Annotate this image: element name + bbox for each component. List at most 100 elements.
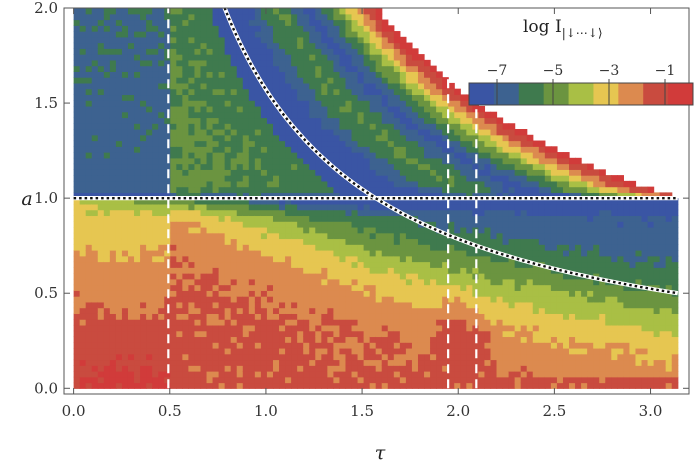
heatmap-cell bbox=[460, 186, 467, 193]
heatmap-cell bbox=[327, 19, 334, 26]
heatmap-cell bbox=[121, 250, 129, 257]
heatmap-cell bbox=[182, 140, 189, 147]
heatmap-cell bbox=[266, 221, 274, 228]
heatmap-cell bbox=[194, 250, 202, 257]
heatmap-cell bbox=[170, 198, 177, 205]
heatmap-cell bbox=[466, 267, 473, 274]
heatmap-cell bbox=[134, 336, 141, 343]
heatmap-cell bbox=[236, 175, 244, 182]
heatmap-cell bbox=[97, 250, 105, 257]
heatmap-cell bbox=[236, 25, 244, 32]
heatmap-cell bbox=[490, 140, 498, 147]
heatmap-cell bbox=[405, 296, 413, 303]
heatmap-cell bbox=[333, 175, 341, 182]
heatmap-cell bbox=[303, 221, 310, 228]
heatmap-cell bbox=[520, 273, 528, 280]
heatmap-cell bbox=[315, 198, 322, 205]
heatmap-cell bbox=[297, 290, 304, 297]
heatmap-cell bbox=[188, 19, 196, 26]
heatmap-cell bbox=[206, 71, 214, 78]
heatmap-cell bbox=[140, 290, 147, 297]
heatmap-cell bbox=[127, 186, 135, 193]
heatmap-cell bbox=[502, 347, 510, 355]
heatmap-cell bbox=[562, 169, 570, 176]
heatmap-cell bbox=[188, 186, 196, 193]
heatmap-cell bbox=[442, 301, 449, 309]
heatmap-cell bbox=[146, 238, 153, 245]
heatmap-cell bbox=[321, 134, 328, 142]
heatmap-cell bbox=[399, 267, 407, 274]
heatmap-cell bbox=[550, 353, 558, 361]
heatmap-cell bbox=[508, 359, 516, 366]
heatmap-cell bbox=[97, 192, 105, 199]
heatmap-cell bbox=[158, 221, 165, 228]
heatmap-cell bbox=[478, 111, 486, 119]
heatmap-cell bbox=[146, 267, 153, 274]
heatmap-cell bbox=[369, 129, 377, 136]
heatmap-cell bbox=[218, 198, 226, 205]
heatmap-cell bbox=[575, 336, 582, 343]
heatmap-cell bbox=[242, 342, 250, 349]
heatmap-cell bbox=[387, 111, 395, 119]
heatmap-cell bbox=[454, 100, 461, 107]
heatmap-cell bbox=[212, 376, 220, 384]
heatmap-cell bbox=[134, 180, 141, 188]
heatmap-cell bbox=[176, 88, 183, 96]
heatmap-cell bbox=[484, 232, 492, 240]
heatmap-cell bbox=[127, 146, 135, 153]
heatmap-cell bbox=[405, 324, 413, 332]
heatmap-cell bbox=[115, 94, 123, 101]
heatmap-cell bbox=[254, 319, 262, 326]
heatmap-cell bbox=[103, 232, 111, 240]
heatmap-cell bbox=[91, 48, 99, 55]
heatmap-cell bbox=[140, 152, 147, 159]
heatmap-cell bbox=[266, 152, 274, 159]
heatmap-cell bbox=[242, 186, 250, 193]
heatmap-cell bbox=[375, 105, 383, 113]
heatmap-cell bbox=[85, 105, 93, 113]
heatmap-cell bbox=[260, 163, 268, 170]
heatmap-cell bbox=[315, 250, 322, 257]
heatmap-cell bbox=[520, 226, 528, 234]
heatmap-cell bbox=[363, 244, 371, 251]
heatmap-cell bbox=[127, 342, 135, 349]
heatmap-cell bbox=[152, 186, 159, 193]
heatmap-cell bbox=[188, 226, 196, 234]
heatmap-cell bbox=[200, 371, 208, 378]
heatmap-cell bbox=[188, 59, 196, 67]
heatmap-cell bbox=[538, 157, 546, 165]
heatmap-cell bbox=[556, 180, 564, 188]
heatmap-cell bbox=[466, 215, 473, 222]
heatmap-cell bbox=[254, 42, 262, 49]
heatmap-cell bbox=[127, 198, 135, 205]
heatmap-cell bbox=[206, 54, 214, 61]
heatmap-cell bbox=[109, 175, 117, 182]
heatmap-cell bbox=[424, 71, 431, 78]
heatmap-cell bbox=[206, 129, 214, 136]
heatmap-cell bbox=[200, 163, 208, 170]
heatmap-cell bbox=[369, 71, 377, 78]
heatmap-cell bbox=[532, 238, 540, 245]
heatmap-cell bbox=[303, 186, 310, 193]
heatmap-cell bbox=[134, 152, 141, 159]
heatmap-cell bbox=[417, 169, 425, 176]
heatmap-cell bbox=[85, 13, 93, 21]
heatmap-cell bbox=[73, 319, 81, 326]
heatmap-cell bbox=[97, 221, 105, 228]
heatmap-cell bbox=[242, 273, 250, 280]
heatmap-cell bbox=[248, 117, 256, 124]
heatmap-cell bbox=[194, 347, 202, 355]
heatmap-cell bbox=[490, 278, 498, 286]
heatmap-cell bbox=[254, 232, 262, 240]
heatmap-cell bbox=[417, 353, 425, 361]
heatmap-cell bbox=[140, 31, 147, 38]
heatmap-cell bbox=[158, 100, 165, 107]
heatmap-cell bbox=[127, 238, 135, 245]
heatmap-cell bbox=[424, 376, 431, 384]
heatmap-cell bbox=[279, 330, 286, 338]
heatmap-cell bbox=[291, 163, 298, 170]
heatmap-cell bbox=[152, 8, 159, 15]
heatmap-cell bbox=[248, 232, 256, 240]
heatmap-cell bbox=[411, 134, 419, 142]
heatmap-cell bbox=[85, 232, 93, 240]
